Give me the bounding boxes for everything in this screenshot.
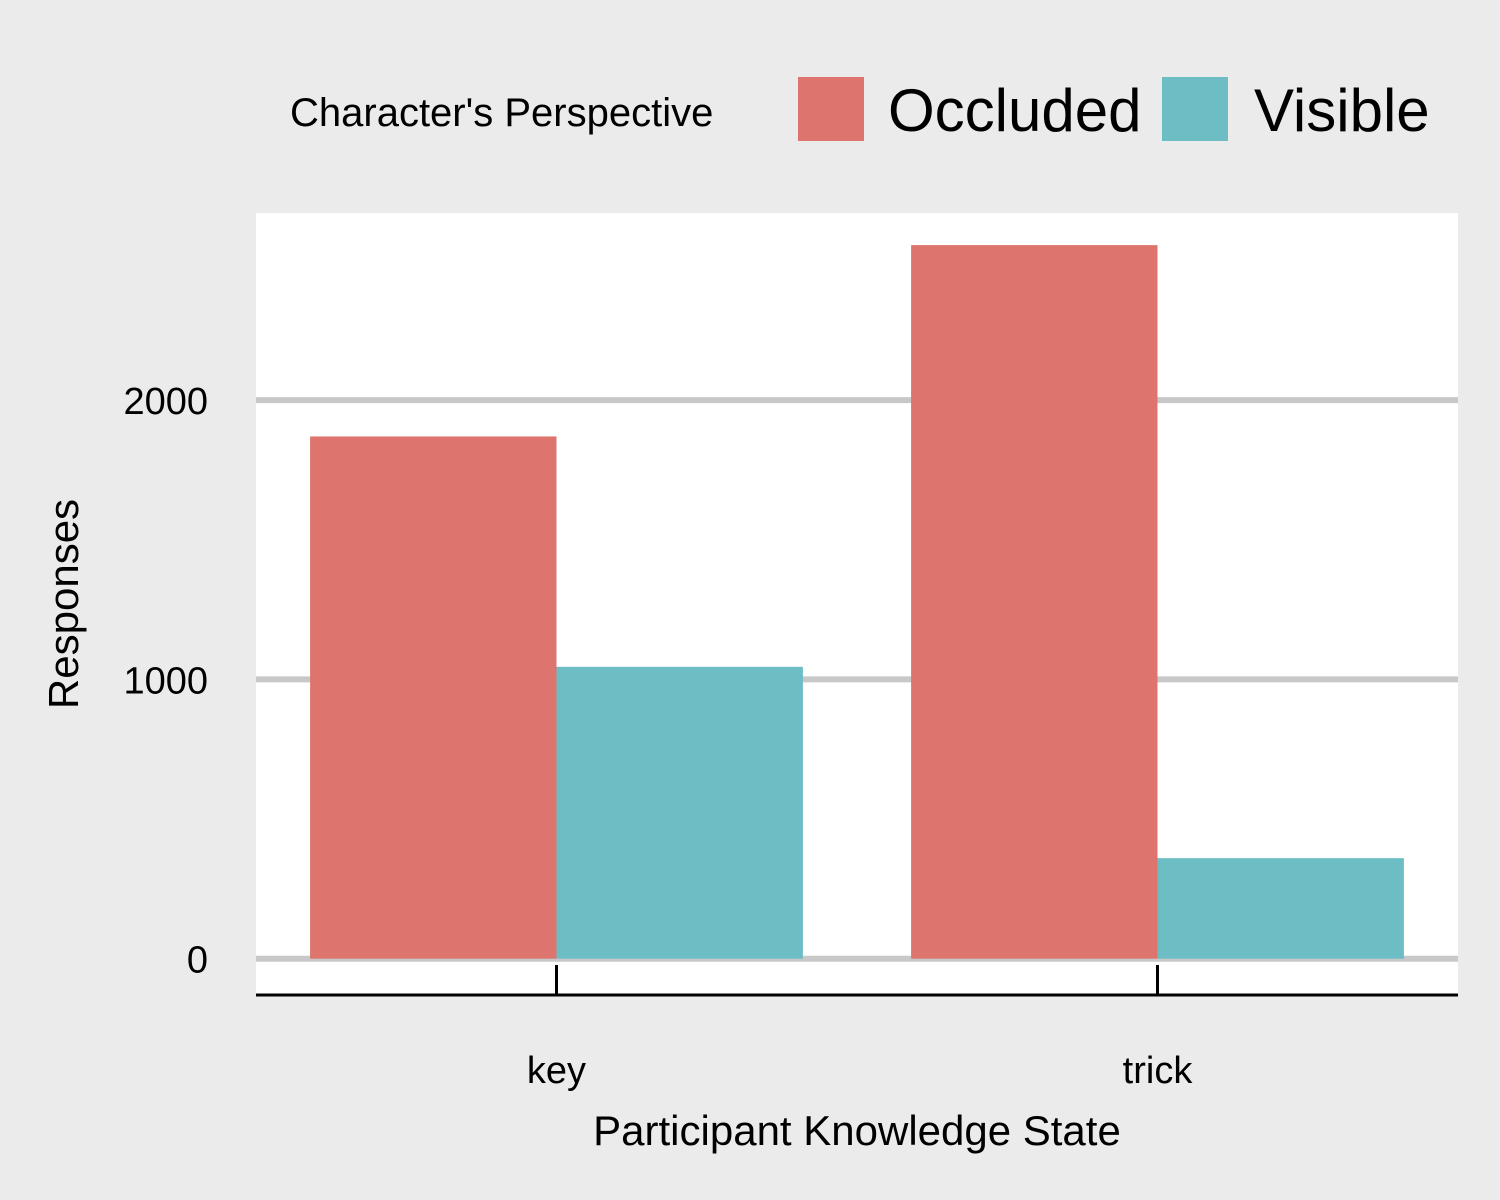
x-tick-label-trick: trick [1123,1050,1194,1092]
legend-label-occluded: Occluded [888,77,1141,144]
x-tick-label-key: key [527,1050,586,1092]
y-tick-label-1000: 1000 [123,660,208,702]
legend-swatch-occluded [798,77,864,141]
bar-key-visible [556,666,803,959]
bars [310,245,1404,959]
legend-swatch-visible [1162,77,1228,141]
x-ticks: key trick [527,965,1193,1092]
y-axis-title: Responses [40,499,87,709]
legend-title: Character's Perspective [290,91,713,135]
x-axis-title: Participant Knowledge State [593,1107,1121,1154]
bar-trick-occluded [911,245,1158,959]
y-tick-label-0: 0 [187,940,208,982]
bar-trick-visible [1157,858,1404,959]
legend-label-visible: Visible [1254,77,1430,144]
y-ticks: 0 1000 2000 [123,381,208,982]
legend: Character's Perspective Occluded Visible [290,77,1430,144]
bar-key-occluded [310,436,557,959]
y-tick-label-2000: 2000 [123,381,208,423]
